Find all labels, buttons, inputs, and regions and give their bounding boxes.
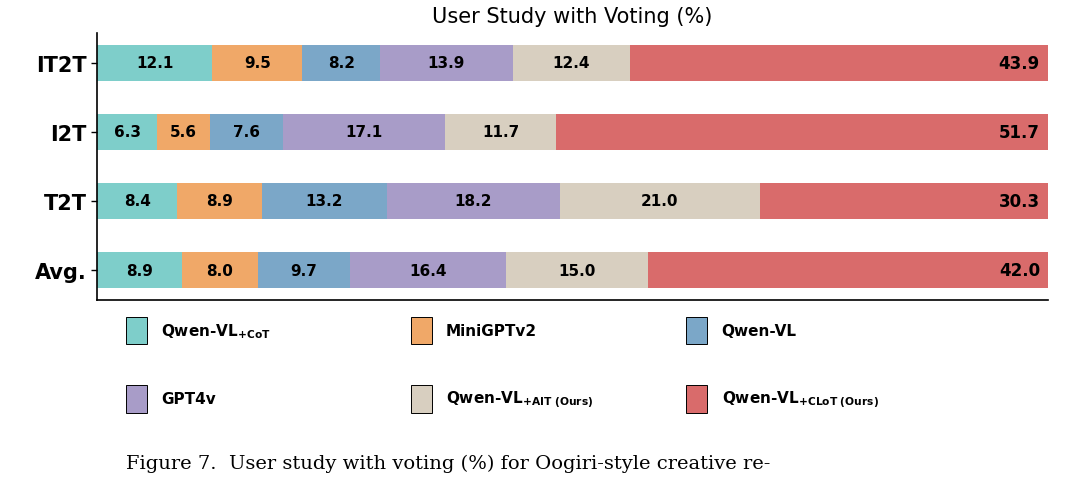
Bar <box>258 252 350 288</box>
Text: 12.1: 12.1 <box>136 56 174 71</box>
Bar <box>97 115 157 151</box>
Text: GPT4v: GPT4v <box>161 392 216 407</box>
Text: Qwen-VL: Qwen-VL <box>721 324 797 338</box>
Text: Qwen-VL$_\mathregular{+CoT}$: Qwen-VL$_\mathregular{+CoT}$ <box>161 322 270 340</box>
Title: User Study with Voting (%): User Study with Voting (%) <box>432 7 713 26</box>
Bar <box>445 115 556 151</box>
Text: 16.4: 16.4 <box>409 263 447 278</box>
Bar <box>380 46 513 82</box>
Bar <box>97 252 181 288</box>
FancyBboxPatch shape <box>125 385 147 413</box>
Bar <box>261 184 387 219</box>
Text: 6.3: 6.3 <box>113 125 140 140</box>
Bar <box>181 252 258 288</box>
Text: 8.9: 8.9 <box>126 263 153 278</box>
Text: 13.9: 13.9 <box>428 56 465 71</box>
FancyBboxPatch shape <box>687 385 707 413</box>
Bar <box>350 252 505 288</box>
Text: Qwen-VL$_\mathregular{+CLoT\ (Ours)}$: Qwen-VL$_\mathregular{+CLoT\ (Ours)}$ <box>721 388 879 410</box>
Text: 17.1: 17.1 <box>346 125 382 140</box>
Text: 43.9: 43.9 <box>999 55 1040 72</box>
Text: Qwen-VL$_\mathregular{+AIT\ (Ours)}$: Qwen-VL$_\mathregular{+AIT\ (Ours)}$ <box>446 388 593 410</box>
Text: 15.0: 15.0 <box>558 263 596 278</box>
Bar <box>631 46 1048 82</box>
Bar <box>157 115 211 151</box>
Text: 11.7: 11.7 <box>482 125 519 140</box>
FancyBboxPatch shape <box>410 385 432 413</box>
Bar <box>759 184 1048 219</box>
Text: Figure 7.  User study with voting (%) for Oogiri-style creative re-
sponses by d: Figure 7. User study with voting (%) for… <box>125 454 770 480</box>
Text: 7.6: 7.6 <box>233 125 260 140</box>
Text: 18.2: 18.2 <box>455 194 492 209</box>
Text: 8.4: 8.4 <box>124 194 150 209</box>
Bar <box>505 252 648 288</box>
Bar <box>212 46 302 82</box>
Bar <box>177 184 261 219</box>
FancyBboxPatch shape <box>125 318 147 345</box>
Bar <box>561 184 759 219</box>
Bar <box>283 115 445 151</box>
FancyBboxPatch shape <box>410 318 432 345</box>
Text: 21.0: 21.0 <box>642 194 678 209</box>
Bar <box>97 46 212 82</box>
FancyBboxPatch shape <box>687 318 707 345</box>
Bar <box>648 252 1048 288</box>
Text: 5.6: 5.6 <box>171 125 198 140</box>
Text: 13.2: 13.2 <box>306 194 343 209</box>
Bar <box>556 115 1048 151</box>
Bar <box>302 46 380 82</box>
Bar <box>97 184 177 219</box>
Text: 12.4: 12.4 <box>553 56 590 71</box>
Text: 30.3: 30.3 <box>999 192 1040 211</box>
Bar <box>211 115 283 151</box>
Text: MiniGPTv2: MiniGPTv2 <box>446 324 537 338</box>
Text: 9.5: 9.5 <box>244 56 271 71</box>
Text: 8.2: 8.2 <box>328 56 355 71</box>
Bar <box>387 184 561 219</box>
Bar <box>513 46 631 82</box>
Text: 42.0: 42.0 <box>999 262 1040 279</box>
Text: 51.7: 51.7 <box>999 124 1040 142</box>
Text: 8.0: 8.0 <box>206 263 233 278</box>
Text: 9.7: 9.7 <box>291 263 318 278</box>
Text: 8.9: 8.9 <box>206 194 233 209</box>
